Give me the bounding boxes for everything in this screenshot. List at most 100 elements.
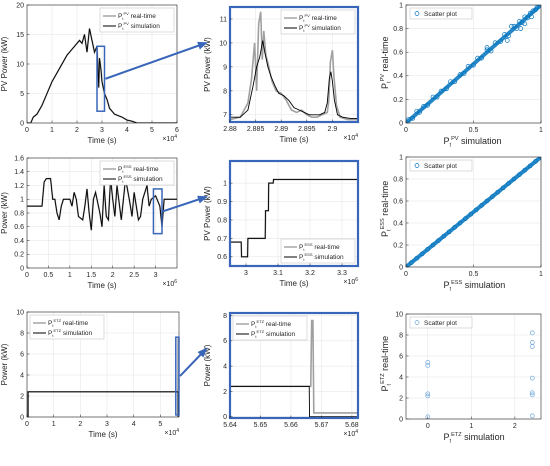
- x-tick-label: 1: [50, 127, 54, 134]
- x-exponent: ×104: [343, 429, 358, 438]
- legend-label-sub: t: [255, 324, 257, 329]
- legend-label-text: real-time: [129, 13, 156, 20]
- y-tick-label: 8: [223, 313, 227, 320]
- y-tick-label: 4: [223, 364, 227, 371]
- x-exponent-power: 6: [174, 279, 177, 285]
- x-tick-label: 2.885: [247, 126, 265, 133]
- legend-label-base: P: [299, 244, 303, 251]
- legend-label-text: simulation: [129, 23, 160, 30]
- x-axis-label: Time (s): [87, 281, 116, 290]
- y-tick-label: 0.8: [217, 217, 227, 224]
- legend-label-base: P: [48, 320, 52, 327]
- legend-label-sub: t: [303, 247, 305, 252]
- x-tick-label: 4: [125, 127, 129, 134]
- scatter-point: [529, 340, 535, 345]
- x-exponent: ×106: [343, 277, 358, 286]
- x-tick-label: 1: [68, 272, 72, 279]
- x-tick-label: 2: [111, 272, 115, 279]
- legend-label-text: real-time: [132, 166, 159, 173]
- y-tick-label: 0.8: [14, 210, 24, 217]
- legend-label: PtPV simulation: [118, 21, 160, 31]
- legend-label-base: P: [299, 25, 303, 32]
- x-tick-label: 2.89: [274, 126, 288, 133]
- legend-label-sub: t: [122, 179, 124, 184]
- zoom-box: [152, 188, 163, 235]
- x-exponent: ×106: [162, 279, 177, 288]
- y-tick-label: 0.4: [393, 73, 403, 80]
- y-tick-label: 0: [399, 120, 403, 127]
- zoom-arrow-head: [197, 195, 208, 204]
- series-line-1: [230, 178, 358, 258]
- x-axis-label: PtETZ simulation: [444, 432, 505, 445]
- y-tick-label: 0: [20, 265, 24, 272]
- scatter-point: [529, 375, 535, 381]
- legend-label-text: simulation: [132, 176, 163, 183]
- x-tick-label: 3: [244, 270, 248, 277]
- x-tick-label: 5.66: [284, 422, 298, 429]
- legend-label-sup: ESS: [123, 164, 131, 169]
- y-tick-label: 0: [399, 264, 403, 271]
- legend-label: Scatter plot: [424, 11, 457, 18]
- x-axis-label: Time (s): [279, 279, 308, 288]
- legend-label-sup: ETZ: [256, 319, 264, 324]
- x-exponent-power: 4: [355, 429, 358, 435]
- scatter-band: [406, 157, 541, 267]
- legend-label: PtETZ simulation: [48, 328, 93, 338]
- x-axis-label: Time (s): [87, 136, 116, 145]
- x-tick-label: 3.2: [305, 270, 315, 277]
- x-tick-label: 5.65: [254, 422, 268, 429]
- legend-label-sub: t: [122, 16, 124, 21]
- scatter-point: [518, 26, 524, 31]
- x-tick-label: 0.5: [469, 271, 479, 278]
- legend-label-base: P: [251, 331, 255, 338]
- panel-ess_full: 0 0.5 1 1.5 2 2.5 3 0 0.2 0.4 0.6 0.8 1 1.2 1.4 1.6 ×106…: [0, 155, 178, 290]
- legend-label-sup: ESS: [304, 252, 312, 257]
- y-tick-label: 0.8: [393, 26, 403, 33]
- x-axis-label-sup: ESS: [451, 280, 462, 286]
- y-tick-label: 6: [223, 338, 227, 345]
- x-tick-label: 1: [52, 421, 56, 428]
- legend: Scatter plot: [409, 7, 473, 20]
- y-tick-label: 10: [16, 61, 24, 68]
- scatter-point: [504, 38, 510, 43]
- y-tick-label: 6: [20, 351, 24, 358]
- x-axis-label-sub: t: [450, 439, 452, 445]
- x-axis-label-sup: PV: [451, 136, 459, 142]
- legend-label: Scatter plot: [424, 320, 457, 327]
- y-tick-label: 8: [223, 88, 227, 95]
- y-tick-label: 2: [399, 395, 403, 402]
- legend-box: [409, 316, 473, 329]
- legend-label-text: real-time: [264, 321, 291, 328]
- zoom-arrow-head: [197, 347, 208, 358]
- series-line-1: [230, 385, 358, 418]
- legend-label-text: real-time: [61, 320, 88, 327]
- x-exponent-base: ×10: [162, 136, 174, 143]
- panel-pv_zoom: 2.88 2.885 2.89 2.895 2.9 7 8 9 10 11 ×104 Time (s)…: [203, 5, 360, 144]
- scatter-point: [484, 45, 490, 50]
- legend-label: PtETZ real-time: [251, 319, 292, 329]
- x-exponent-power: 4: [174, 134, 177, 140]
- y-axis-label-text: real-time: [380, 181, 390, 219]
- x-axis-label: PtPV simulation: [444, 136, 502, 149]
- x-exponent-power: 4: [355, 133, 358, 139]
- x-tick-label: 2.5: [129, 272, 139, 279]
- zoom-arrow: [105, 42, 207, 80]
- legend-marker: [414, 163, 420, 168]
- y-axis-label: Power (kW): [203, 344, 212, 386]
- y-tick-label: 2: [20, 393, 24, 400]
- y-tick-label: 0.6: [393, 50, 403, 57]
- x-tick-label: 0: [25, 421, 29, 428]
- legend-label: PtESS simulation: [299, 252, 344, 262]
- scatter-point: [529, 413, 535, 419]
- legend-label-text: real-time: [313, 244, 340, 251]
- legend-label: PtETZ real-time: [48, 318, 89, 328]
- y-tick-label: 1: [399, 2, 403, 9]
- y-tick-label: 0.4: [14, 238, 24, 245]
- y-tick-label: 5: [20, 91, 24, 98]
- y-tick-label: 10: [219, 40, 227, 47]
- x-exponent-power: 6: [355, 277, 358, 283]
- x-tick-label: 0: [404, 271, 408, 278]
